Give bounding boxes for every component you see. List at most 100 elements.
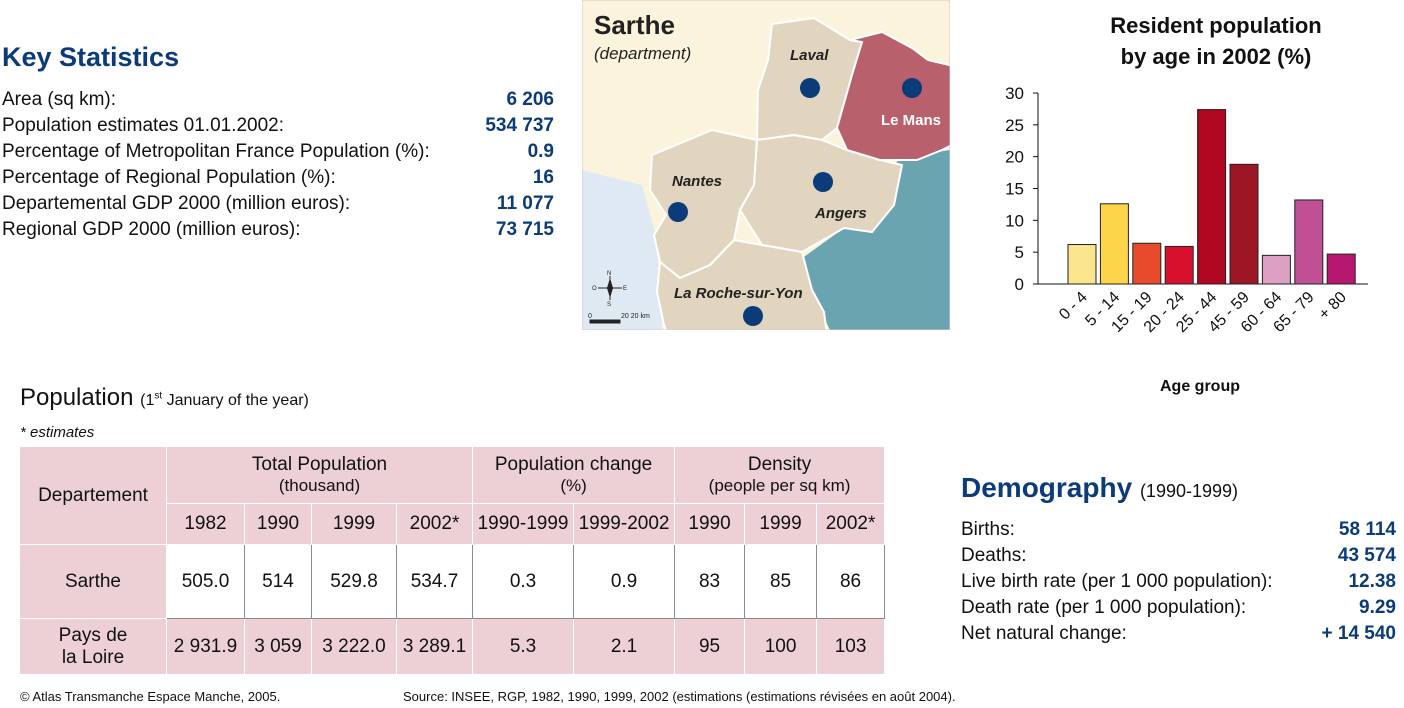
header-density-unit: (people per sq km) bbox=[708, 476, 851, 495]
row-name: Pays de la Loire bbox=[19, 618, 167, 675]
header-year: 1990 bbox=[244, 503, 312, 545]
cell-value: 103 bbox=[816, 618, 886, 675]
demography-value: 43 574 bbox=[1337, 545, 1396, 566]
key-stat-value: 11 077 bbox=[496, 193, 554, 214]
cell-value: 3 059 bbox=[244, 618, 312, 675]
y-tick-label: 30 bbox=[1005, 84, 1024, 103]
key-stat-label: Population estimates 01.01.2002: bbox=[2, 115, 285, 136]
population-subtitle: (1st January of the year) bbox=[140, 390, 309, 409]
table-row: Sarthe 505.0 514 529.8 534.7 0.3 0.9 83 … bbox=[19, 544, 886, 619]
chart-title-line-1: Resident population bbox=[1110, 13, 1321, 38]
demography-period: (1990-1999) bbox=[1139, 481, 1239, 501]
header-density-label: Density bbox=[747, 454, 812, 475]
bar bbox=[1294, 199, 1324, 285]
key-stat-row: Departemental GDP 2000 (million euros): … bbox=[2, 193, 554, 219]
demography-value: 12.38 bbox=[1348, 571, 1396, 592]
demography-row: Deaths: 43 574 bbox=[961, 545, 1396, 571]
city-dot-la-roche-sur-yon bbox=[743, 306, 763, 326]
key-stat-value: 73 715 bbox=[495, 219, 554, 240]
cell-value: 5.3 bbox=[472, 618, 575, 675]
cell-value: 0.3 bbox=[472, 544, 575, 619]
population-subtitle-sup: st bbox=[154, 390, 163, 402]
region-map: Sarthe (department) Laval Le Mans Nantes… bbox=[582, 0, 950, 330]
sea-area bbox=[797, 150, 950, 330]
city-dot-le-mans bbox=[902, 78, 922, 98]
header-year: 1990 bbox=[674, 503, 746, 545]
header-period: 1999-2002 bbox=[573, 503, 676, 545]
population-table: Departement Total Population (thousand) P… bbox=[19, 446, 886, 675]
copyright-note: © Atlas Transmanche Espace Manche, 2005. bbox=[20, 689, 281, 704]
demography-label: Live birth rate (per 1 000 population): bbox=[961, 571, 1273, 592]
key-stat-row: Percentage of Regional Population (%): 1… bbox=[2, 167, 554, 193]
demography-title: Demography bbox=[961, 472, 1133, 503]
key-statistics-title: Key Statistics bbox=[2, 42, 180, 72]
y-tick-label: 15 bbox=[1005, 180, 1024, 199]
key-stat-value: 6 206 bbox=[506, 89, 554, 110]
cell-value: 95 bbox=[674, 618, 746, 675]
demography-value: + 14 540 bbox=[1321, 623, 1397, 644]
header-period: 1990-1999 bbox=[472, 503, 575, 545]
table-row: Pays de la Loire 2 931.9 3 059 3 222.0 3 … bbox=[19, 618, 886, 675]
cell-value: 2.1 bbox=[573, 618, 676, 675]
key-stat-value: 16 bbox=[532, 167, 554, 188]
bar bbox=[1132, 242, 1162, 285]
demography-label: Death rate (per 1 000 population): bbox=[961, 597, 1247, 618]
key-stat-row: Regional GDP 2000 (million euros): 73 71… bbox=[2, 219, 554, 245]
header-year: 1982 bbox=[166, 503, 245, 545]
population-note: * estimates bbox=[20, 424, 95, 441]
cell-value: 83 bbox=[674, 544, 746, 619]
demography-value: 58 114 bbox=[1338, 519, 1396, 540]
x-tick-label: + 80 bbox=[1316, 289, 1350, 323]
compass-n-label: N bbox=[607, 271, 611, 277]
y-tick-label: 5 bbox=[1015, 243, 1024, 262]
header-change-unit: (%) bbox=[560, 476, 587, 495]
cell-value: 2 931.9 bbox=[166, 618, 245, 675]
city-dot-laval bbox=[800, 78, 820, 98]
header-departement: Departement bbox=[19, 446, 167, 545]
cell-value: 534.7 bbox=[395, 544, 474, 619]
key-stat-label: Regional GDP 2000 (million euros): bbox=[2, 219, 301, 240]
chart-x-axis-label: Age group bbox=[1160, 378, 1240, 395]
cell-value: 514 bbox=[244, 544, 312, 619]
key-stat-row: Population estimates 01.01.2002: 534 737 bbox=[2, 115, 554, 141]
cell-value: 100 bbox=[744, 618, 818, 675]
cell-value: 529.8 bbox=[311, 544, 397, 619]
demography-row: Births: 58 114 bbox=[961, 519, 1396, 545]
compass-rose-icon: N E S O bbox=[592, 271, 627, 308]
cell-value: 86 bbox=[816, 544, 886, 619]
key-stat-value: 534 737 bbox=[485, 115, 554, 136]
cell-value: 505.0 bbox=[166, 544, 245, 619]
key-stat-label: Percentage of Regional Population (%): bbox=[2, 167, 336, 188]
demography-label: Births: bbox=[961, 519, 1015, 540]
row-name-line: la Loire bbox=[61, 646, 125, 668]
sarthe-area bbox=[835, 30, 950, 161]
header-change-label: Population change bbox=[494, 454, 653, 475]
cell-value: 3 222.0 bbox=[311, 618, 397, 675]
city-dot-nantes bbox=[668, 202, 688, 222]
population-subtitle-post: January of the year) bbox=[162, 392, 309, 409]
bar bbox=[1326, 253, 1356, 285]
y-tick-label: 20 bbox=[1005, 148, 1024, 167]
bar bbox=[1067, 244, 1097, 285]
map-title: Sarthe bbox=[594, 10, 675, 40]
compass-o-label: O bbox=[592, 286, 597, 292]
population-title: Population bbox=[20, 384, 134, 411]
header-year: 2002* bbox=[395, 503, 474, 545]
compass-e-label: E bbox=[623, 286, 627, 292]
cell-value: 85 bbox=[744, 544, 818, 619]
demography-label: Deaths: bbox=[961, 545, 1027, 566]
bar bbox=[1261, 254, 1291, 285]
scale-bar: 0 20 20 km bbox=[588, 313, 650, 324]
key-stat-label: Departemental GDP 2000 (million euros): bbox=[2, 193, 351, 214]
cell-value: 0.9 bbox=[573, 544, 676, 619]
ocean-area bbox=[582, 170, 662, 330]
header-year: 1999 bbox=[311, 503, 397, 545]
demography-label: Net natural change: bbox=[961, 623, 1127, 644]
demography-row: Live birth rate (per 1 000 population): … bbox=[961, 571, 1396, 597]
y-tick-label: 0 bbox=[1015, 275, 1024, 294]
city-label-le-mans: Le Mans bbox=[881, 112, 941, 129]
header-year: 2002* bbox=[816, 503, 886, 545]
bar bbox=[1164, 245, 1194, 285]
population-subtitle-pre: (1 bbox=[140, 392, 155, 409]
